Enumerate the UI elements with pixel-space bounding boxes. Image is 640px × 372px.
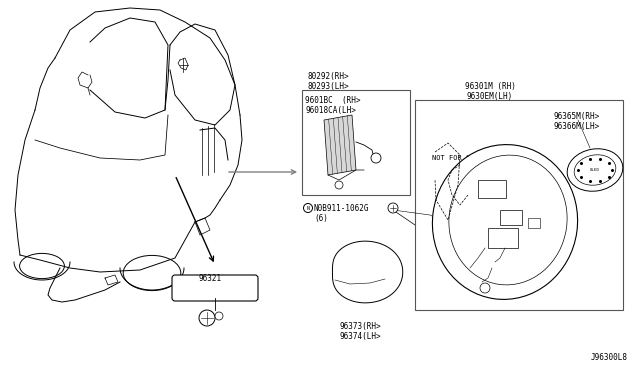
Polygon shape <box>332 241 403 303</box>
Text: 80292(RH>
80293(LH>: 80292(RH> 80293(LH> <box>307 72 349 92</box>
Circle shape <box>303 203 312 212</box>
Bar <box>415 100 623 310</box>
Ellipse shape <box>20 253 65 279</box>
Text: 96301M (RH)
9630EM(LH): 96301M (RH) 9630EM(LH) <box>465 82 515 102</box>
Text: 96365M(RH>
96366M(LH>: 96365M(RH> 96366M(LH> <box>553 112 599 131</box>
Text: NOT FOR SALE: NOT FOR SALE <box>432 155 483 161</box>
Bar <box>528 218 540 228</box>
Circle shape <box>480 283 490 293</box>
Text: 96373(RH>
96374(LH>: 96373(RH> 96374(LH> <box>339 322 381 341</box>
Text: N0B911-1062G
(6): N0B911-1062G (6) <box>314 204 369 224</box>
Ellipse shape <box>574 155 616 185</box>
Circle shape <box>215 312 223 320</box>
Circle shape <box>335 181 343 189</box>
Text: N: N <box>307 205 309 211</box>
FancyBboxPatch shape <box>172 275 258 301</box>
Text: 9601BC  (RH>
96018CA(LH>: 9601BC (RH> 96018CA(LH> <box>305 96 360 115</box>
Ellipse shape <box>123 256 181 291</box>
Text: 0LED: 0LED <box>590 168 600 172</box>
Circle shape <box>388 203 398 213</box>
Polygon shape <box>324 115 356 175</box>
Ellipse shape <box>449 155 567 285</box>
Ellipse shape <box>433 145 578 299</box>
Bar <box>488 228 518 248</box>
Circle shape <box>371 153 381 163</box>
Bar <box>478 180 506 198</box>
Bar <box>500 210 522 225</box>
Ellipse shape <box>567 149 623 191</box>
Circle shape <box>199 310 215 326</box>
Text: 96321: 96321 <box>198 274 221 283</box>
Text: J96300L8: J96300L8 <box>591 353 628 362</box>
Bar <box>302 90 410 195</box>
